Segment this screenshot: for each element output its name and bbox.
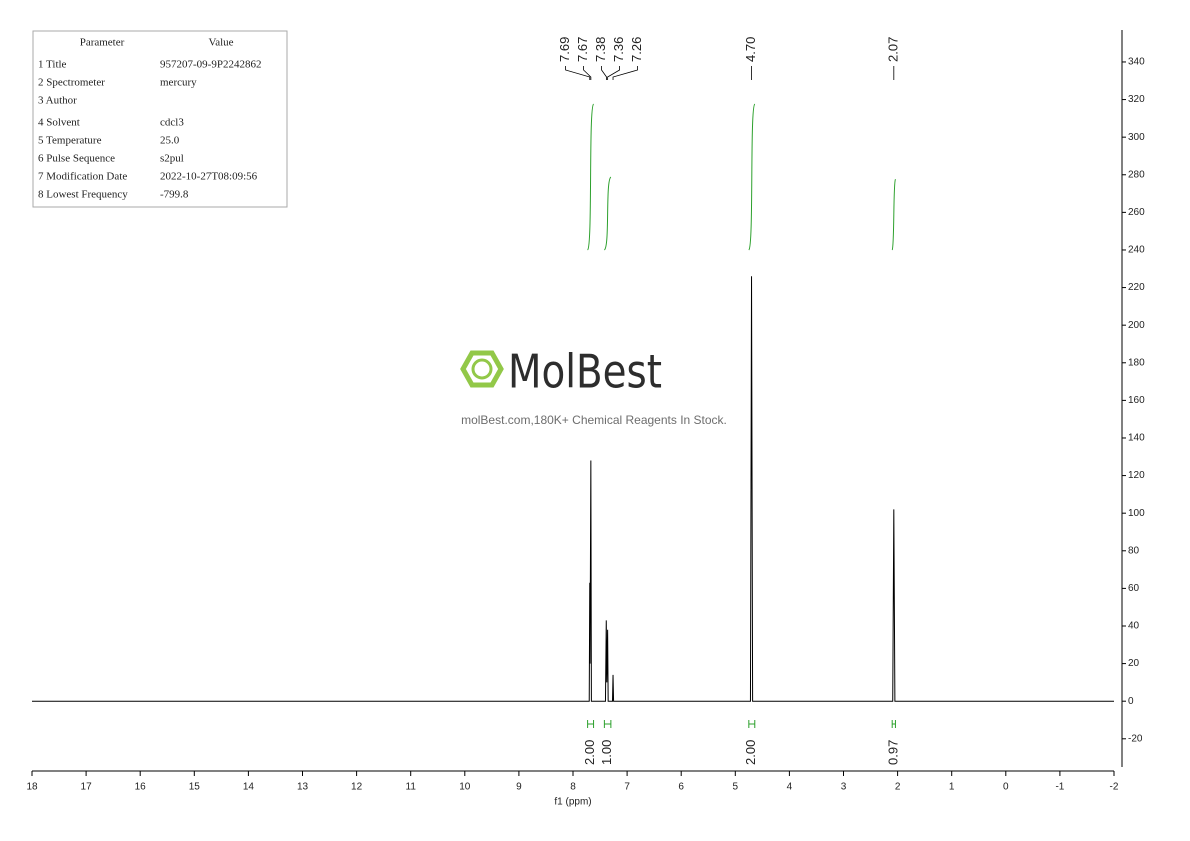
y-tick-label: 260 <box>1128 207 1145 218</box>
logo-text: MolBest <box>508 345 662 399</box>
integral-bracket <box>603 720 612 728</box>
peak-leader <box>583 66 592 80</box>
integral-label: 2.00 <box>743 740 758 765</box>
x-tick-label: 6 <box>678 782 684 793</box>
watermark: MolBest molBest.com,180K+ Chemical Reage… <box>460 345 727 427</box>
integral-bracket <box>748 720 756 728</box>
table-header: Parameter <box>80 37 125 49</box>
parameter-table: Parameter Value 1 Title 957207-09-9P2242862… <box>32 30 288 208</box>
y-tick-label: 200 <box>1128 320 1145 331</box>
table-cell: -799.8 <box>160 189 189 201</box>
x-tick-label: 13 <box>297 782 309 793</box>
y-tick-label: 80 <box>1128 545 1140 556</box>
y-tick-label: 40 <box>1128 621 1140 632</box>
table-cell: 957207-09-9P2242862 <box>160 59 261 71</box>
y-tick-label: 100 <box>1128 508 1145 519</box>
table-header: Value <box>208 37 233 49</box>
table-cell: 2 Spectrometer <box>38 77 105 89</box>
y-tick-label: 0 <box>1128 696 1134 707</box>
peak-label: 7.38 <box>593 37 608 62</box>
y-tick-label: 120 <box>1128 470 1145 481</box>
x-tick-label: 0 <box>1003 782 1009 793</box>
x-tick-label: 17 <box>81 782 93 793</box>
y-tick-label: 340 <box>1128 57 1145 68</box>
table-cell: 2022-10-27T08:09:56 <box>160 171 258 183</box>
x-tick-label: 15 <box>189 782 201 793</box>
y-tick-label: 320 <box>1128 94 1145 105</box>
peak-label: 7.67 <box>575 37 590 62</box>
integral-label: 1.00 <box>599 740 614 765</box>
integral-label: 2.00 <box>582 740 597 765</box>
peak-label: 7.26 <box>629 37 644 62</box>
integral-curve <box>603 176 612 251</box>
x-tick-label: 10 <box>459 782 471 793</box>
x-axis-label: f1 (ppm) <box>554 797 591 808</box>
peak-leader <box>607 66 620 80</box>
x-tick-label: 3 <box>841 782 847 793</box>
y-tick-label: 220 <box>1128 282 1145 293</box>
x-tick-label: 12 <box>351 782 363 793</box>
y-tick-label: 20 <box>1128 658 1140 669</box>
x-tick-label: -2 <box>1110 782 1119 793</box>
integral-bracket <box>891 720 896 728</box>
spectrum-line <box>32 276 1114 702</box>
table-cell: mercury <box>160 77 197 89</box>
table-cell: 7 Modification Date <box>38 171 127 183</box>
x-tick-label: 9 <box>516 782 522 793</box>
table-cell: 3 Author <box>38 95 77 107</box>
table-cell: 5 Temperature <box>38 135 102 147</box>
x-tick-label: 5 <box>733 782 739 793</box>
x-tick-label: 7 <box>624 782 630 793</box>
y-tick-label: 300 <box>1128 132 1145 143</box>
peak-leader <box>612 66 638 80</box>
x-tick-label: -1 <box>1055 782 1064 793</box>
y-tick-label: 180 <box>1128 357 1145 368</box>
table-border <box>32 30 288 208</box>
x-tick-label: 18 <box>26 782 38 793</box>
x-tick-label: 4 <box>787 782 793 793</box>
peak-label: 7.69 <box>557 37 572 62</box>
y-tick-label: 240 <box>1128 245 1145 256</box>
y-tick-label: 160 <box>1128 395 1145 406</box>
x-tick-label: 1 <box>949 782 955 793</box>
integral-label: 0.97 <box>885 740 900 765</box>
table-cell: 1 Title <box>38 59 67 71</box>
watermark-text: molBest.com,180K+ Chemical Reagents In S… <box>461 413 727 427</box>
integral-bracket <box>587 720 595 728</box>
y-tick-label: 60 <box>1128 583 1140 594</box>
table-cell: 4 Solvent <box>38 117 80 129</box>
table-cell: 25.0 <box>160 135 180 147</box>
y-tick-label: 280 <box>1128 169 1145 180</box>
integral-curve <box>587 103 595 251</box>
y-tick-label: -20 <box>1128 733 1143 744</box>
peak-leader <box>601 66 607 80</box>
table-cell: s2pul <box>160 153 184 165</box>
integral-curve <box>891 178 896 251</box>
integral-curve <box>748 103 756 251</box>
peak-label: 2.07 <box>885 37 900 62</box>
logo-ring <box>471 358 493 380</box>
table-cell: 8 Lowest Frequency <box>38 189 128 201</box>
peak-label: 7.36 <box>611 37 626 62</box>
logo-hexagon <box>460 350 504 388</box>
peak-leader <box>565 66 591 80</box>
x-tick-label: 14 <box>243 782 255 793</box>
peak-label: 4.70 <box>743 37 758 62</box>
x-tick-label: 11 <box>406 782 417 793</box>
x-tick-label: 2 <box>895 782 901 793</box>
table-cell: 6 Pulse Sequence <box>38 153 115 165</box>
x-tick-label: 8 <box>570 782 576 793</box>
table-cell: cdcl3 <box>160 117 184 129</box>
y-tick-label: 140 <box>1128 433 1145 444</box>
x-tick-label: 16 <box>135 782 147 793</box>
